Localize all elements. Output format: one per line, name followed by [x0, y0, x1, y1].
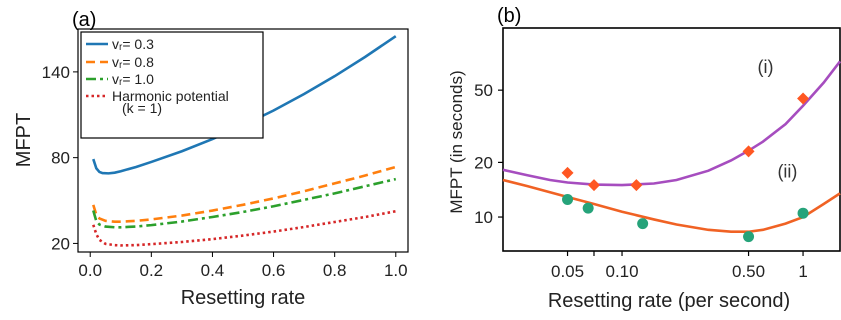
panel-a-legend-label-1: vᵣ= 0.3: [112, 36, 154, 52]
panel-a-series: [92, 35, 397, 247]
panel-b-point-diamond: [742, 145, 755, 158]
panel-b-point-diamond: [630, 179, 643, 192]
panel-a-x-tick-label: 0.4: [201, 261, 225, 280]
panel-b-x-axis-label: Resetting rate (per second): [548, 290, 790, 312]
panel-a-series-line-4: [92, 209, 397, 247]
panel-b-point-diamond: [587, 179, 600, 192]
panel-a-plot-frame: [77, 28, 409, 253]
panel-b-x-tick-label: 1: [798, 262, 807, 281]
panel-a-y-tick-label: 80: [51, 149, 70, 168]
panel-a-ticks: 0.0 0.2 0.4 0.6 0.8 1.0 20 80 140: [42, 63, 408, 280]
panel-a-series-line-3: [92, 177, 397, 229]
panel-a-series-line-2: [92, 165, 397, 223]
panel-a-label: (a): [72, 9, 96, 31]
panel-b-y-tick-label: 50: [474, 81, 493, 100]
panel-b-x-tick-label: 0.50: [732, 262, 765, 281]
panel-b-point-circle: [743, 231, 755, 243]
panel-a-x-tick-label: 1.0: [384, 261, 408, 280]
panel-b-fit-curve-2: [502, 178, 841, 234]
panel-a-y-tick-label: 20: [51, 234, 70, 253]
panel-a-series-line-1: [92, 35, 397, 175]
panel-a-legend-box: [80, 31, 264, 139]
panel-a-legend-label-4-line2: (k = 1): [122, 100, 162, 116]
panel-a-x-tick-label: 0.0: [78, 261, 102, 280]
panel-a-legend-label-2: vᵣ= 0.8: [112, 54, 154, 70]
panel-b-point-circle: [637, 218, 649, 230]
panel-a-x-axis-label: Resetting rate: [181, 287, 306, 309]
panel-b-ticks: 0.05 0.10 0.50 1 10 20 50: [474, 81, 808, 281]
panel-a-y-tick-label: 140: [42, 63, 70, 82]
panel-a-x-tick-label: 0.6: [262, 261, 286, 280]
panel-b-annotation-2: (ii): [777, 162, 797, 182]
panel-b-annotations: (i) (ii): [757, 57, 797, 181]
panel-b-point-diamond: [797, 92, 810, 105]
panel-a-x-tick-label: 0.8: [323, 261, 347, 280]
panel-b-y-axis-label: MFPT (in seconds): [447, 70, 466, 213]
panel-a-x-tick-label: 0.2: [140, 261, 164, 280]
panel-b: (b) 0.05 0.10 0.50 1 10 20 50 (i) (ii) Resettin…: [447, 5, 841, 312]
panel-b-x-tick-label: 0.05: [551, 262, 584, 281]
panel-b-y-tick-label: 20: [474, 153, 493, 172]
panel-a-legend-label-4: Harmonic potential: [112, 88, 229, 104]
panel-b-y-tick-label: 10: [474, 208, 493, 227]
panel-a-y-axis-label: MFPT: [13, 113, 35, 167]
panel-b-series: [502, 60, 841, 243]
panel-b-point-circle: [582, 202, 594, 214]
panel-b-point-diamond: [561, 166, 574, 179]
panel-b-point-circle: [797, 207, 809, 219]
panel-b-annotation-1: (i): [757, 57, 773, 77]
panel-b-plot-frame: [502, 27, 841, 252]
panel-b-point-circle: [562, 193, 574, 205]
panel-b-fit-curve-1: [502, 60, 841, 187]
panel-b-label: (b): [497, 5, 521, 27]
panel-a-legend-label-3: vᵣ= 1.0: [112, 71, 154, 87]
panel-b-x-tick-label: 0.10: [605, 262, 638, 281]
